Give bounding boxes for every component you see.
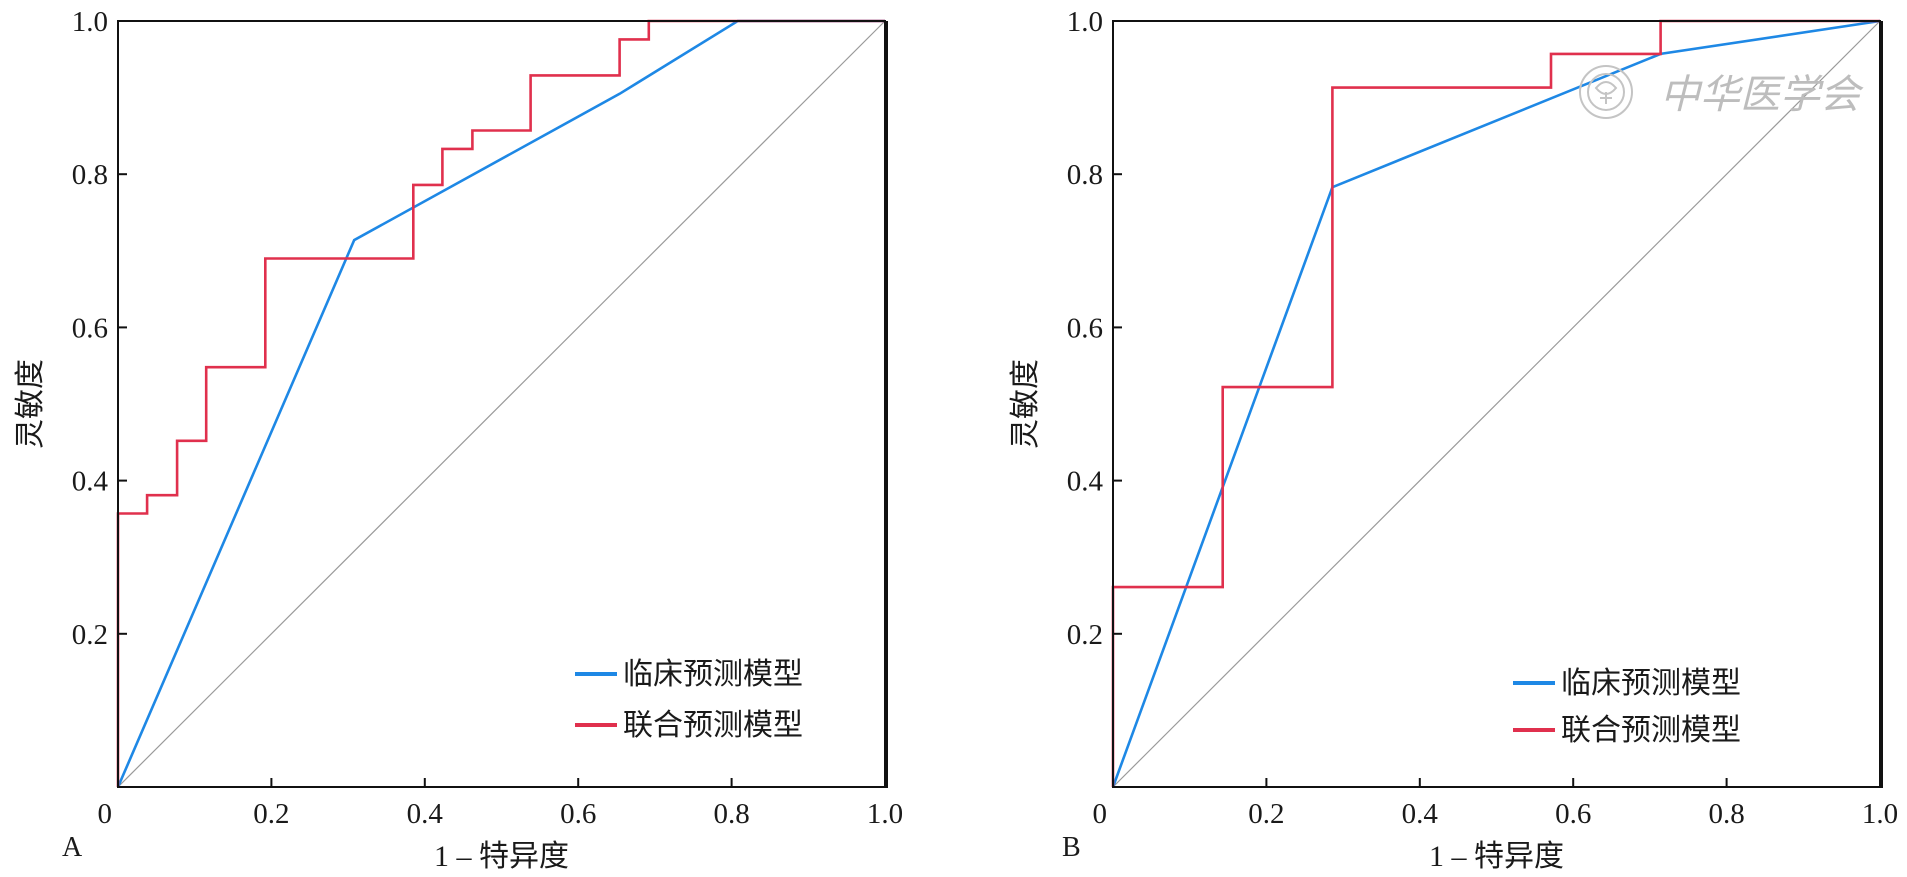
y-tick-label: 0.6 (1067, 312, 1103, 344)
x-tick-label: 0.4 (1402, 798, 1439, 830)
y-tick-label: 0.6 (72, 312, 108, 344)
y-tick-label: 0.2 (1067, 619, 1103, 651)
reference-diagonal-line (1112, 20, 1881, 788)
x-tick-label: 0.6 (1555, 798, 1591, 830)
roc-panel-b: 0 0.2 0.4 0.6 0.8 1.0 0.2 0.4 0.6 0.8 1.0 1 – 特异度 灵敏… (1009, 6, 1898, 873)
x-tick-label: 0.8 (1708, 798, 1744, 830)
panel-label: B (1062, 832, 1081, 863)
roc-curve-combined (116, 19, 885, 787)
x-tick-label: 0 (98, 798, 113, 830)
panel-label: A (62, 832, 83, 863)
x-axis-title: 1 – 特异度 (434, 840, 569, 873)
roc-panel-a: 0 0.2 0.4 0.6 0.8 1.0 0.2 0.4 0.6 0.8 1.0 1 – 特异度 灵敏… (14, 6, 903, 873)
x-tick-label: 1.0 (1862, 798, 1898, 830)
x-axis-title: 1 – 特异度 (1429, 840, 1564, 873)
legend-label-clinical: 临床预测模型 (623, 658, 803, 691)
watermark-logo-text: 中华医学会 (1660, 72, 1864, 117)
y-tick-label: 0.8 (72, 159, 108, 191)
y-axis-title: 灵敏度 (1009, 359, 1042, 449)
legend-label-clinical: 临床预测模型 (1561, 667, 1741, 700)
legend-label-combined: 联合预测模型 (1561, 714, 1741, 747)
x-tick-label: 0.2 (1248, 798, 1284, 830)
x-tick-label: 0.4 (407, 798, 444, 830)
reference-diagonal-line (117, 20, 886, 788)
watermark-seal-icon (1579, 65, 1633, 119)
y-tick-label: 1.0 (72, 6, 108, 38)
x-tick-label: 1.0 (867, 798, 903, 830)
y-axis-title: 灵敏度 (14, 359, 47, 449)
x-tick-label: 0.2 (253, 798, 289, 830)
roc-curve-combined (1111, 19, 1880, 787)
x-tick-label: 0.6 (560, 798, 596, 830)
legend-label-combined: 联合预测模型 (623, 709, 803, 742)
y-tick-label: 0.4 (72, 466, 109, 498)
x-tick-label: 0 (1093, 798, 1108, 830)
x-tick-label: 0.8 (713, 798, 749, 830)
y-tick-label: 0.2 (72, 619, 108, 651)
y-tick-label: 0.8 (1067, 159, 1103, 191)
y-tick-label: 1.0 (1067, 6, 1103, 38)
y-tick-label: 0.4 (1067, 466, 1104, 498)
